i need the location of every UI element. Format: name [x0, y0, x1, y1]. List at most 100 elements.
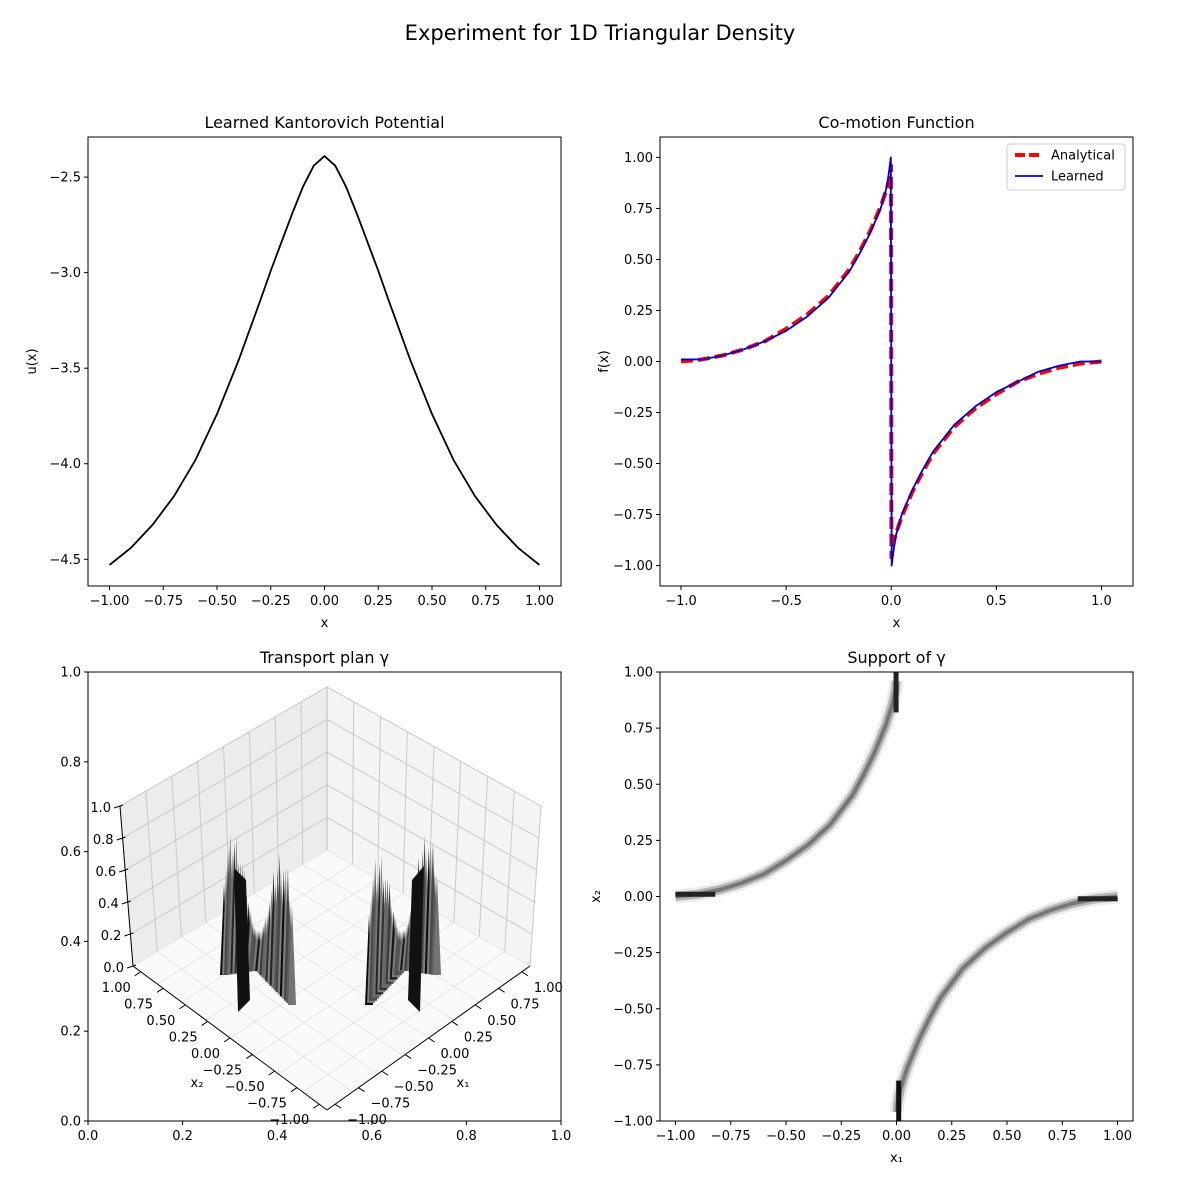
wall-grid-v [529, 805, 542, 967]
x2-tick-label: −0.25 [202, 1064, 242, 1079]
z-tick-label: 0.6 [96, 865, 117, 880]
x-tick-label: 0.25 [937, 1129, 966, 1144]
floor-grid [278, 936, 480, 1075]
y-axis-label: u(x) [25, 348, 40, 374]
y-tick-label: 0.00 [624, 355, 653, 370]
z-tick-label: 0.2 [101, 929, 122, 944]
x-tick-label: 0.00 [882, 1129, 911, 1144]
z-tick [116, 836, 126, 841]
support-core-0 [675, 680, 899, 899]
axes-frame [659, 671, 1134, 1122]
x1-tick [474, 1004, 482, 1010]
outer-y-tick-label: 0.2 [60, 1025, 81, 1040]
x2-tick-label: 0.00 [191, 1047, 220, 1062]
x2-tick-label: 1.00 [102, 981, 131, 996]
y-tick-label: 0.25 [624, 834, 653, 849]
x2-tick [223, 1037, 231, 1043]
outer-y-tick-label: 0.0 [60, 1115, 81, 1130]
wall-grid-v [351, 701, 355, 865]
y-tick-label: −3.0 [49, 266, 81, 281]
y-tick-label: −3.5 [49, 362, 81, 377]
series-line-0 [680, 163, 1102, 560]
x1-tick [428, 1037, 435, 1043]
x2-tick-label: 0.50 [146, 1014, 175, 1029]
x-tick-label: 1.0 [1091, 594, 1112, 609]
x1-tick-label: 1.00 [534, 981, 563, 996]
y-tick-label: 0.75 [624, 202, 653, 217]
x1-tick [358, 1087, 365, 1093]
y-axis-label: x₂ [589, 890, 604, 903]
chart-title: Co-motion Function [818, 113, 974, 132]
surface-edge-right [408, 866, 424, 1012]
x1-tick-label: −0.75 [370, 1097, 410, 1112]
x-tick-label: 0.75 [471, 594, 500, 609]
y-tick-label: 0.75 [624, 722, 653, 737]
z-tick-label: 0.8 [93, 833, 114, 848]
y-tick-label: 1.00 [624, 151, 653, 166]
x2-tick [246, 1054, 253, 1059]
series-line-0 [108, 155, 541, 566]
x-tick-label: 0.75 [1048, 1129, 1077, 1144]
legend-entry-0: Analytical [1051, 149, 1115, 164]
z-tick-label: 0.0 [103, 961, 124, 976]
wall-grid-v [197, 761, 207, 923]
x-tick-label: −1.00 [90, 594, 130, 609]
x1-tick [404, 1054, 412, 1059]
series-line-1 [681, 156, 1102, 567]
y-tick-label: 0.50 [624, 778, 653, 793]
x2-tick [134, 971, 142, 977]
y-tick-label: −4.5 [49, 553, 81, 568]
legend-entry-1: Learned [1051, 170, 1104, 185]
y-tick-label: −0.25 [613, 946, 653, 961]
x-tick-label: 0.5 [986, 594, 1007, 609]
outer-x-tick-label: 1.0 [551, 1129, 572, 1144]
x2-tick-label: 0.75 [124, 997, 153, 1012]
x1-tick-label: −1.00 [347, 1113, 387, 1128]
y-tick-label: −1.00 [613, 1115, 653, 1130]
pane-right [327, 687, 541, 966]
support-core-1 [894, 894, 1118, 1113]
outer-y-tick-label: 0.4 [60, 935, 81, 950]
x1-tick-label: −0.25 [417, 1064, 457, 1079]
axes-frame [87, 671, 562, 1122]
x2-tick [268, 1070, 275, 1076]
wall-grid-v [377, 716, 381, 880]
axes-frame [87, 136, 562, 587]
z-tick [119, 868, 129, 873]
x-tick-label: −0.75 [711, 1129, 751, 1144]
x1-tick [521, 971, 529, 977]
z-tick [124, 932, 134, 937]
x-tick-label: 0.00 [310, 594, 339, 609]
y-tick-label: −0.50 [613, 457, 653, 472]
x2-tick-label: −1.00 [269, 1113, 309, 1128]
wall-grid-v [274, 716, 279, 880]
y-tick-label: −2.5 [49, 171, 81, 186]
x-tick-label: −0.50 [766, 1129, 806, 1144]
z-tick [126, 964, 137, 969]
outer-y-tick-label: 0.8 [60, 755, 81, 770]
x1-tick [334, 1103, 342, 1109]
x2-tick [312, 1103, 320, 1109]
wall-grid-v [171, 776, 182, 938]
pane-left [120, 687, 327, 966]
x1-tick [451, 1021, 459, 1026]
x-tick-label: −0.50 [197, 594, 237, 609]
wall-grid-v [453, 761, 462, 923]
z-tick-label: 1.0 [90, 801, 111, 816]
x-tick-label: 0.0 [881, 594, 902, 609]
x-tick-label: 1.00 [1103, 1129, 1132, 1144]
y-tick-label: −1.00 [613, 559, 653, 574]
wall-grid-v [248, 731, 255, 894]
x1-tick [498, 987, 505, 993]
outer-x-tick-label: 0.0 [78, 1129, 99, 1144]
floor-grid [302, 864, 505, 985]
x2-tick [179, 1004, 186, 1010]
outer-x-tick-label: 0.6 [361, 1129, 382, 1144]
y-tick-label: 0.25 [624, 304, 653, 319]
x-tick-label: −0.25 [821, 1129, 861, 1144]
axes-frame [659, 136, 1134, 587]
y-tick-label: 0.50 [624, 253, 653, 268]
wall-grid-v [402, 731, 408, 894]
x1-tick-label: −0.50 [394, 1080, 434, 1095]
x-axis-label: x [321, 616, 329, 631]
